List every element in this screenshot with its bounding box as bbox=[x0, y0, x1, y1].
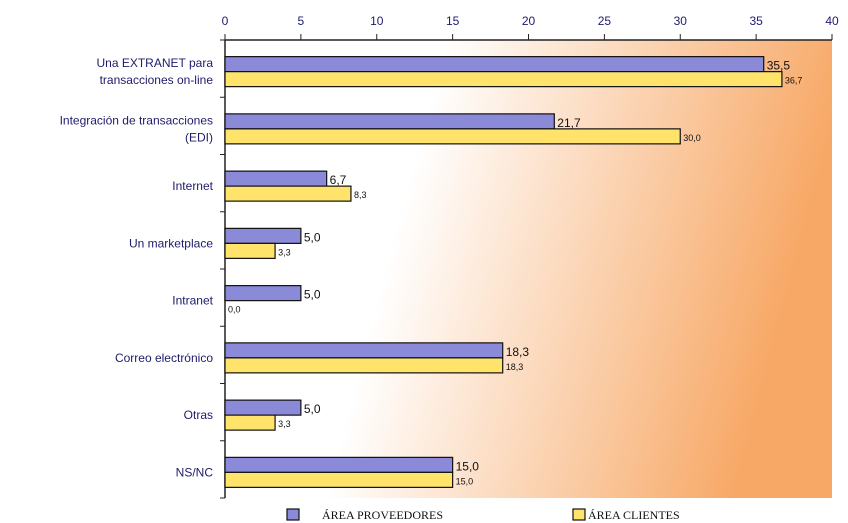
data-label-clientes: 30,0 bbox=[683, 133, 701, 143]
category-label: (EDI) bbox=[185, 130, 213, 144]
x-tick-label: 10 bbox=[370, 14, 384, 28]
data-label-proveedores: 5,0 bbox=[304, 230, 321, 244]
legend-swatch bbox=[572, 508, 586, 521]
category-label: Un marketplace bbox=[129, 236, 213, 250]
bar-clientes bbox=[224, 242, 276, 259]
category-label: transacciones on-line bbox=[100, 73, 214, 87]
bar-proveedores bbox=[224, 113, 555, 130]
category-label: Intranet bbox=[172, 294, 213, 308]
bar-proveedores bbox=[224, 342, 504, 359]
bar-proveedores bbox=[224, 56, 765, 73]
bar-proveedores bbox=[224, 170, 328, 187]
data-label-proveedores: 5,0 bbox=[304, 402, 321, 416]
bar-clientes bbox=[224, 185, 352, 202]
category-label: Integración de transacciones bbox=[60, 113, 213, 127]
x-tick-label: 15 bbox=[446, 14, 460, 28]
legend-swatch bbox=[286, 508, 300, 521]
bar-clientes bbox=[224, 71, 783, 88]
bar-proveedores bbox=[224, 399, 302, 416]
data-label-clientes: 3,3 bbox=[278, 247, 291, 257]
bar-clientes bbox=[224, 128, 681, 145]
bar-proveedores bbox=[224, 227, 302, 244]
bar-clientes bbox=[224, 414, 276, 431]
x-tick-label: 40 bbox=[825, 14, 839, 28]
legend-label: ÁREA CLIENTES bbox=[588, 508, 680, 522]
bar-proveedores bbox=[224, 456, 454, 473]
x-tick-label: 5 bbox=[298, 14, 305, 28]
data-label-proveedores: 21,7 bbox=[557, 116, 581, 130]
data-label-proveedores: 5,0 bbox=[304, 288, 321, 302]
data-label-proveedores: 35,5 bbox=[767, 59, 791, 73]
data-label-proveedores: 15,0 bbox=[456, 459, 480, 473]
data-label-clientes: 3,3 bbox=[278, 419, 291, 429]
plot-area bbox=[225, 40, 832, 498]
data-label-clientes: 0,0 bbox=[228, 305, 241, 315]
data-label-clientes: 36,7 bbox=[785, 76, 803, 86]
category-label: Una EXTRANET para bbox=[97, 56, 214, 70]
x-tick-label: 30 bbox=[674, 14, 688, 28]
data-label-clientes: 15,0 bbox=[456, 476, 474, 486]
bar-clientes bbox=[224, 357, 504, 374]
x-tick-label: 0 bbox=[222, 14, 229, 28]
category-label: Correo electrónico bbox=[115, 351, 213, 365]
x-tick-label: 35 bbox=[749, 14, 763, 28]
data-label-clientes: 18,3 bbox=[506, 362, 524, 372]
legend-label: ÁREA PROVEEDORES bbox=[322, 508, 443, 522]
data-label-clientes: 8,3 bbox=[354, 190, 367, 200]
bar-proveedores bbox=[224, 285, 302, 302]
bar-clientes bbox=[224, 471, 454, 488]
data-label-proveedores: 6,7 bbox=[330, 173, 347, 187]
category-label: NS/NC bbox=[176, 465, 214, 479]
x-tick-label: 25 bbox=[598, 14, 612, 28]
category-label: Otras bbox=[184, 408, 213, 422]
category-label: Internet bbox=[172, 179, 213, 193]
data-label-proveedores: 18,3 bbox=[506, 345, 530, 359]
x-tick-label: 20 bbox=[522, 14, 536, 28]
